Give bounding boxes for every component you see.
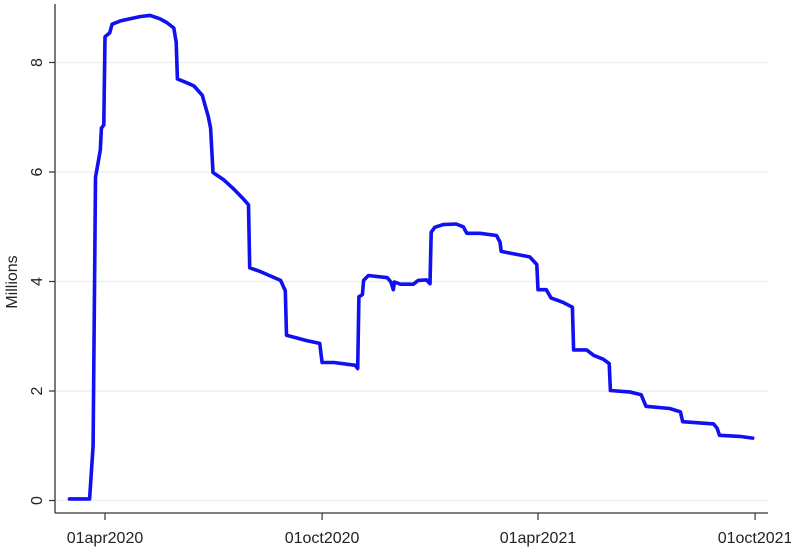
y-tick-label: 2 [29,386,46,395]
axes [54,4,768,514]
y-tick-label: 8 [29,58,46,67]
x-tick-label: 01oct2020 [285,530,360,547]
x-tick-label: 01apr2021 [500,530,577,547]
y-tick-label: 0 [29,496,46,505]
series-line [67,13,755,501]
y-axis-title: Millions [4,255,21,308]
series-points [69,15,753,499]
y-tick-label: 6 [29,167,46,176]
gridlines [56,61,768,502]
y-ticks: 0 2 4 6 8 [29,58,55,505]
x-tick-label: 01apr2020 [67,530,144,547]
x-ticks: 01apr2020 01oct2020 01apr2021 01oct2021 [67,513,791,547]
x-tick-label: 01oct2021 [718,530,791,547]
y-tick-label: 4 [29,277,46,286]
